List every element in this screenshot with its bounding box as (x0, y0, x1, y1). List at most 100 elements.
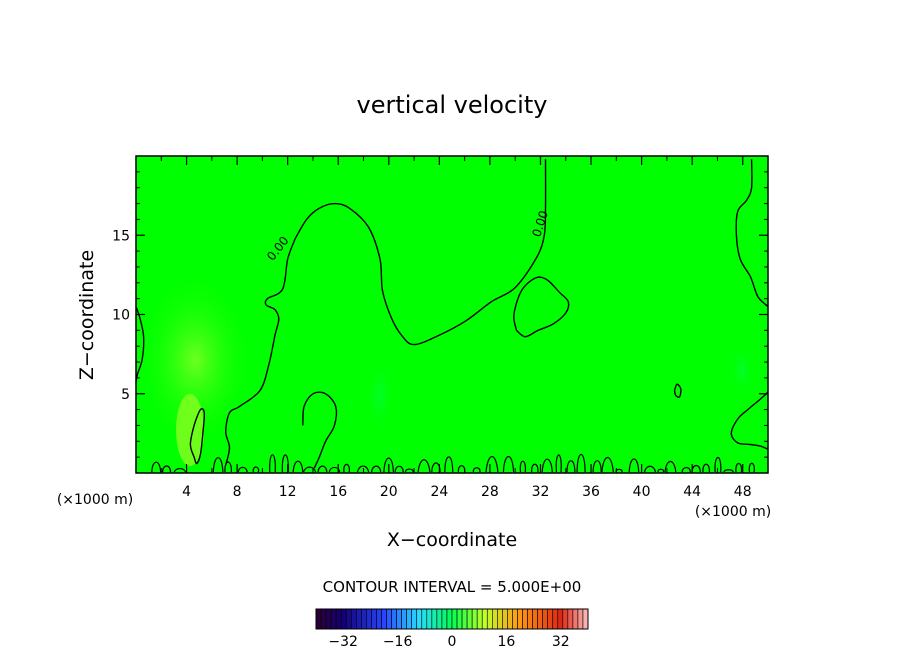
x-tick-label: 48 (734, 484, 752, 500)
surface-cell (356, 465, 370, 473)
zero-contour-2 (224, 238, 296, 466)
surface-cell (394, 465, 404, 473)
colorbar-cell (532, 608, 538, 630)
colorbar-cell (401, 608, 407, 630)
colorbar-cell (497, 608, 503, 630)
surface-cell (531, 463, 539, 473)
surface-cell (371, 465, 382, 473)
colorbar-cell (366, 608, 372, 630)
surface-cell (343, 463, 350, 473)
chart-title: vertical velocity (357, 91, 548, 119)
colorbar-cell (320, 608, 327, 630)
surface-cell (383, 457, 394, 473)
zero-contour-8 (735, 159, 769, 308)
weak-downdraft-shading-right (728, 340, 756, 400)
surface-cell (664, 460, 677, 473)
contour-interval-label: CONTOUR INTERVAL = 5.000E+00 (323, 578, 582, 596)
y-tick-label: 5 (121, 387, 130, 403)
surface-cell (417, 459, 431, 473)
x-tick-label: 32 (532, 484, 550, 500)
colorbar: −32 −16 0 16 32 (315, 608, 589, 650)
colorbar-cell (335, 608, 342, 630)
surface-cell (444, 456, 454, 473)
surface-cell (237, 466, 248, 473)
surface-cell (303, 466, 317, 473)
surface-cell (317, 465, 328, 473)
surface-cell (723, 469, 734, 473)
x-tick-label: 24 (430, 484, 448, 500)
colorbar-cell (325, 608, 332, 630)
colorbar-cell (491, 608, 498, 630)
zero-contour-6 (189, 407, 206, 465)
colorbar-cell (572, 608, 579, 630)
colorbar-cell (421, 608, 428, 630)
x-axis-label: X−coordinate (387, 529, 517, 551)
colorbar-cell (552, 608, 559, 630)
colorbar-cell (436, 608, 443, 630)
colorbar-cell (567, 608, 574, 630)
x-tick-label: 28 (481, 484, 499, 500)
surface-cell (735, 462, 743, 473)
surface-cell (555, 454, 562, 473)
surface-contour-cells (151, 453, 755, 473)
colorbar-cell (315, 608, 322, 630)
colorbar-cell (350, 608, 357, 630)
colorbar-cell (517, 608, 523, 630)
surface-cell (601, 456, 614, 473)
surface-cell (628, 458, 640, 473)
colorbar-cell (406, 608, 413, 630)
colorbar-cell (386, 608, 392, 630)
colorbar-cell (476, 608, 483, 630)
colorbar-tick-label: 16 (497, 634, 515, 650)
colorbar-cell (381, 608, 387, 630)
y-axis-ticks: 5 10 15 (112, 171, 768, 458)
surface-cell (173, 467, 187, 473)
zero-contour-3 (294, 159, 547, 346)
surface-cell (748, 462, 755, 473)
colorbar-cell (411, 608, 418, 630)
surface-cell (485, 455, 499, 473)
colorbar-cell (345, 608, 352, 630)
colorbar-cell (330, 608, 337, 630)
surface-cell (224, 461, 232, 473)
colorbar-cell (461, 608, 468, 630)
surface-cell (681, 466, 691, 473)
colorbar-cell (451, 608, 458, 630)
zero-contours (135, 159, 769, 469)
colorbar-cell (502, 608, 508, 630)
colorbar-cell (486, 608, 493, 630)
surface-cell (502, 455, 515, 473)
zero-contour-9 (730, 391, 769, 450)
colorbar-cell (481, 608, 488, 630)
zero-contour-1 (135, 306, 145, 383)
surface-cell (592, 460, 602, 473)
y-tick-label: 15 (112, 228, 130, 244)
colorbar-cell (512, 608, 518, 630)
colorbar-cell (376, 608, 382, 630)
surface-cell (269, 454, 276, 473)
colorbar-cell (507, 608, 513, 630)
x-unit-label: (×1000 m) (695, 504, 771, 520)
colorbar-cell (471, 608, 478, 630)
colorbar-tick-label: −16 (383, 634, 413, 650)
colorbar-cell (547, 608, 554, 630)
weak-updraft-shading (135, 270, 255, 450)
y-unit-label: (×1000 m) (57, 492, 133, 508)
colorbar-cell (527, 608, 533, 630)
surface-cell (714, 456, 722, 473)
surface-cell (472, 467, 481, 473)
colorbar-cell (371, 608, 377, 630)
surface-cell (541, 458, 553, 473)
surface-cell (657, 468, 665, 473)
colorbar-cell (456, 608, 463, 630)
x-tick-label: 20 (380, 484, 398, 500)
surface-cell (644, 465, 656, 473)
colorbar-frame (315, 608, 589, 630)
colorbar-cell (537, 608, 543, 630)
y-tick-label: 10 (112, 308, 130, 324)
surface-cell (252, 466, 260, 473)
colorbar-cell (557, 608, 564, 630)
colorbar-cell (562, 608, 569, 630)
surface-cell (212, 457, 224, 473)
colorbar-cell (466, 608, 473, 630)
